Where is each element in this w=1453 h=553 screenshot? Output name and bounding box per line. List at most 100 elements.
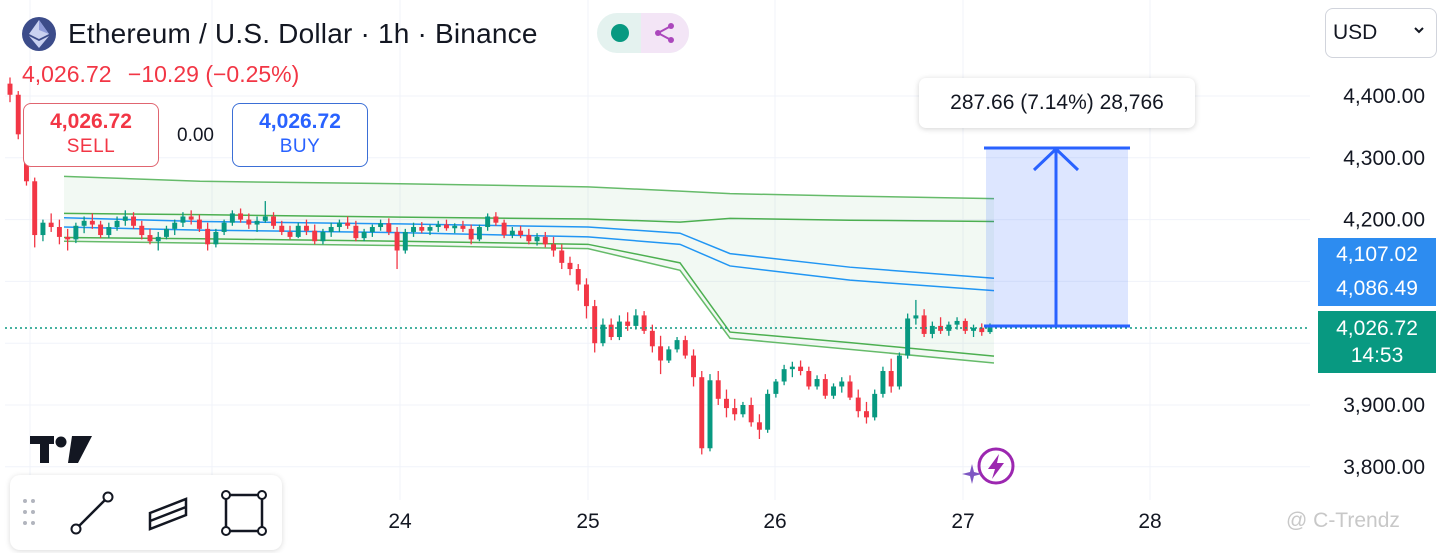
drawing-toolbar (10, 475, 282, 550)
measure-tool[interactable] (984, 146, 1130, 328)
candle (789, 361, 795, 378)
candle (971, 324, 976, 338)
candle (147, 228, 153, 245)
candle (864, 401, 869, 424)
chart-grid (5, 0, 1310, 500)
price-axis-label: 3,900.00 (1343, 394, 1425, 417)
candle (962, 318, 968, 334)
candle (411, 222, 416, 237)
buy-button[interactable]: 4,026.72 BUY (232, 103, 368, 167)
candle (56, 219, 62, 245)
candle (493, 212, 499, 226)
candle (122, 210, 128, 226)
candle (691, 349, 696, 387)
ohlc-price-line: 4,026.72 −10.29 (−0.25%) (22, 61, 299, 88)
candle (682, 335, 688, 359)
candle (468, 224, 474, 245)
candle (246, 213, 252, 229)
candle (452, 223, 458, 234)
candle (172, 219, 178, 236)
candle (48, 213, 54, 232)
band-blue-lower-line (63, 226, 995, 292)
candle (732, 398, 738, 421)
price-axis[interactable]: 4,400.00 4,300.00 4,200.00 3,900.00 3,800.00 (1343, 85, 1425, 479)
candle (773, 379, 779, 398)
candle (304, 219, 309, 236)
candle (485, 213, 491, 231)
candle (946, 321, 952, 336)
time-axis-label: 25 (576, 510, 599, 533)
ai-assistant-icon[interactable] (962, 446, 1018, 490)
rectangle-tool-icon[interactable] (218, 487, 270, 539)
symbol-title[interactable]: Ethereum / U.S. Dollar · 1h · Binance (68, 18, 538, 49)
candle (460, 220, 466, 232)
time-axis[interactable]: 24 25 26 27 28 (388, 510, 1161, 533)
candle (674, 337, 680, 353)
candle (345, 216, 351, 229)
candle (666, 346, 672, 363)
time-axis-label: 24 (388, 510, 412, 533)
candle (872, 389, 878, 421)
market-status-pill[interactable] (597, 13, 689, 53)
candle (205, 222, 211, 251)
candle (559, 244, 565, 270)
price-change-pct: (−0.25%) (205, 61, 300, 87)
measure-arrow-head (1032, 146, 1080, 172)
candle (518, 225, 524, 239)
candle (526, 228, 532, 245)
candle (476, 224, 482, 242)
candle (15, 91, 21, 140)
candle (361, 228, 367, 242)
candle (155, 231, 161, 251)
candle (551, 236, 556, 257)
candle (765, 389, 771, 433)
candle (979, 323, 985, 336)
candle (822, 374, 828, 399)
candle (213, 228, 219, 248)
chevron-down-icon (1414, 27, 1424, 34)
trend-line-tool-icon[interactable] (66, 487, 118, 539)
drag-handle-icon[interactable] (22, 497, 36, 527)
candle (32, 177, 38, 248)
candle (781, 364, 787, 386)
sell-button[interactable]: 4,026.72 SELL (23, 103, 159, 167)
ethereum-icon (22, 17, 56, 51)
band-outer-upper-line (63, 175, 995, 200)
candle (575, 264, 581, 291)
candle (707, 374, 713, 452)
candle (164, 225, 169, 240)
candle (65, 228, 71, 251)
candle (913, 299, 919, 325)
candle (81, 216, 87, 234)
candle (649, 324, 655, 353)
buy-price: 4,026.72 (259, 110, 341, 133)
candle (616, 315, 622, 341)
candle (600, 318, 606, 347)
candle (180, 212, 186, 228)
currency-select[interactable]: USD (1325, 8, 1437, 58)
time-axis-label: 28 (1138, 510, 1161, 533)
lower-band-price-tag: 4,086.49 (1318, 272, 1436, 306)
candle (188, 210, 194, 225)
candle (369, 224, 375, 237)
share-icon[interactable] (653, 21, 677, 45)
candle (658, 335, 664, 375)
candle (756, 414, 762, 439)
tradingview-logo-icon[interactable] (30, 434, 92, 464)
candle (435, 220, 441, 232)
candle (287, 225, 293, 240)
candle (798, 360, 804, 376)
candle (427, 224, 433, 236)
candle (888, 358, 894, 393)
candle (394, 227, 400, 270)
parallel-channel-tool-icon[interactable] (142, 487, 194, 539)
candle (229, 210, 235, 226)
candle (328, 222, 334, 237)
candle (880, 366, 886, 398)
candle (534, 233, 540, 246)
measure-label: 287.66 (7.14%) 28,766 (919, 78, 1195, 128)
candle (929, 321, 935, 339)
candle (608, 318, 614, 341)
candle (847, 375, 853, 401)
